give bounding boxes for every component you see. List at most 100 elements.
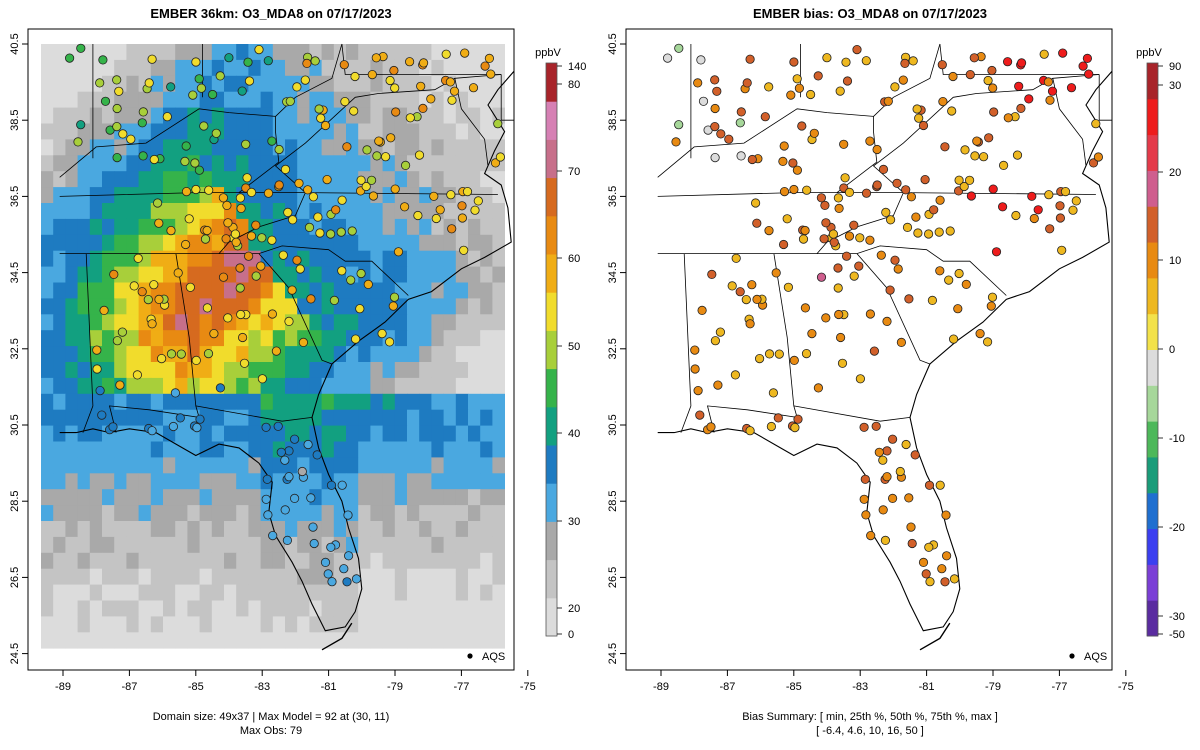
monitor-point bbox=[289, 434, 300, 444]
monitor-point bbox=[192, 422, 202, 433]
monitor-point bbox=[1002, 57, 1013, 67]
state-boundary bbox=[657, 108, 874, 178]
monitor-point bbox=[320, 120, 331, 131]
monitor-point bbox=[741, 294, 751, 305]
x-tick-label: -79 bbox=[985, 681, 1001, 693]
monitor-point bbox=[1012, 150, 1023, 160]
monitor-point bbox=[954, 268, 964, 279]
monitor-point bbox=[798, 234, 809, 244]
monitor-point bbox=[834, 309, 844, 320]
monitor-point bbox=[65, 53, 75, 63]
monitor-point bbox=[166, 82, 176, 92]
monitor-point bbox=[363, 279, 373, 289]
monitor-point bbox=[162, 112, 172, 122]
monitor-point bbox=[792, 74, 802, 84]
monitor-point bbox=[446, 190, 456, 200]
monitor-point bbox=[839, 139, 849, 149]
monitor-point bbox=[244, 251, 254, 261]
monitor-point bbox=[1060, 187, 1071, 197]
monitor-point bbox=[386, 133, 396, 143]
monitor-point bbox=[343, 510, 353, 520]
monitor-point bbox=[138, 151, 148, 161]
monitor-point bbox=[991, 247, 1002, 257]
left-caption-line2: Max Obs: 79 bbox=[240, 725, 302, 737]
monitor-point bbox=[712, 86, 722, 96]
monitor-point bbox=[114, 86, 124, 96]
monitor-point bbox=[895, 466, 905, 477]
monitor-point bbox=[948, 71, 958, 82]
monitor-point bbox=[1045, 224, 1055, 234]
monitor-point bbox=[181, 141, 191, 151]
colorbar-tick-label: 70 bbox=[568, 166, 580, 178]
x-tick-label: -77 bbox=[453, 681, 469, 693]
coastline bbox=[59, 70, 514, 632]
monitor-point bbox=[914, 113, 924, 123]
monitor-point bbox=[287, 285, 297, 295]
y-tick-label: 24.5 bbox=[607, 643, 619, 664]
monitor-point bbox=[297, 466, 307, 477]
monitor-point bbox=[112, 75, 122, 85]
monitor-point bbox=[904, 493, 914, 503]
monitor-point bbox=[184, 214, 194, 224]
monitor-point bbox=[313, 212, 323, 222]
monitor-point bbox=[802, 185, 812, 195]
monitor-point bbox=[882, 446, 892, 456]
state-boundary bbox=[657, 245, 1007, 296]
monitor-point bbox=[764, 349, 775, 359]
monitor-point bbox=[789, 57, 799, 67]
monitor-point bbox=[710, 75, 720, 85]
monitor-point bbox=[821, 313, 831, 323]
monitor-point bbox=[766, 421, 777, 432]
monitor-point bbox=[988, 83, 998, 93]
monitor-point bbox=[907, 538, 917, 549]
monitor-point bbox=[280, 505, 290, 515]
monitor-point bbox=[426, 94, 436, 104]
monitor-point bbox=[215, 383, 225, 393]
monitor-point bbox=[924, 542, 934, 552]
monitor-point bbox=[112, 153, 122, 163]
monitor-point bbox=[745, 426, 755, 436]
monitor-point bbox=[331, 205, 341, 215]
monitor-point bbox=[322, 175, 332, 185]
monitor-point bbox=[445, 77, 455, 87]
left-aqs-legend: AQS bbox=[467, 651, 505, 663]
monitor-point bbox=[724, 134, 734, 144]
monitor-point bbox=[268, 530, 278, 541]
x-tick-label: -79 bbox=[387, 681, 403, 693]
monitor-point bbox=[834, 203, 844, 213]
monitor-point bbox=[982, 337, 993, 347]
monitor-point bbox=[938, 97, 948, 107]
monitor-point bbox=[262, 474, 272, 484]
monitor-point bbox=[244, 76, 255, 86]
monitor-point bbox=[257, 374, 267, 384]
monitor-point bbox=[861, 56, 871, 66]
monitor-point bbox=[693, 385, 703, 396]
monitor-point bbox=[274, 144, 284, 155]
florida-keys bbox=[321, 622, 353, 651]
monitor-point bbox=[793, 414, 803, 424]
monitor-point bbox=[934, 227, 944, 237]
monitor-point bbox=[304, 222, 315, 232]
monitor-point bbox=[137, 287, 147, 297]
monitor-point bbox=[774, 349, 784, 359]
monitor-point bbox=[339, 60, 349, 70]
monitor-point bbox=[923, 229, 934, 239]
monitor-point bbox=[181, 239, 191, 250]
monitor-point bbox=[731, 253, 741, 263]
monitor-point bbox=[92, 364, 102, 374]
y-tick-label: 24.5 bbox=[9, 643, 21, 664]
monitor-point bbox=[900, 58, 910, 69]
monitor-point bbox=[173, 268, 183, 278]
monitor-point bbox=[878, 505, 888, 515]
monitor-point bbox=[978, 152, 989, 162]
monitor-point bbox=[147, 426, 157, 436]
monitor-point bbox=[854, 261, 864, 271]
monitor-point bbox=[878, 164, 889, 174]
monitor-point bbox=[794, 83, 805, 93]
monitor-point bbox=[918, 120, 929, 131]
monitor-point bbox=[221, 234, 231, 244]
monitor-point bbox=[880, 535, 891, 546]
monitor-point bbox=[435, 205, 445, 215]
y-tick-label: 40.5 bbox=[607, 33, 619, 54]
monitor-point bbox=[371, 53, 381, 63]
